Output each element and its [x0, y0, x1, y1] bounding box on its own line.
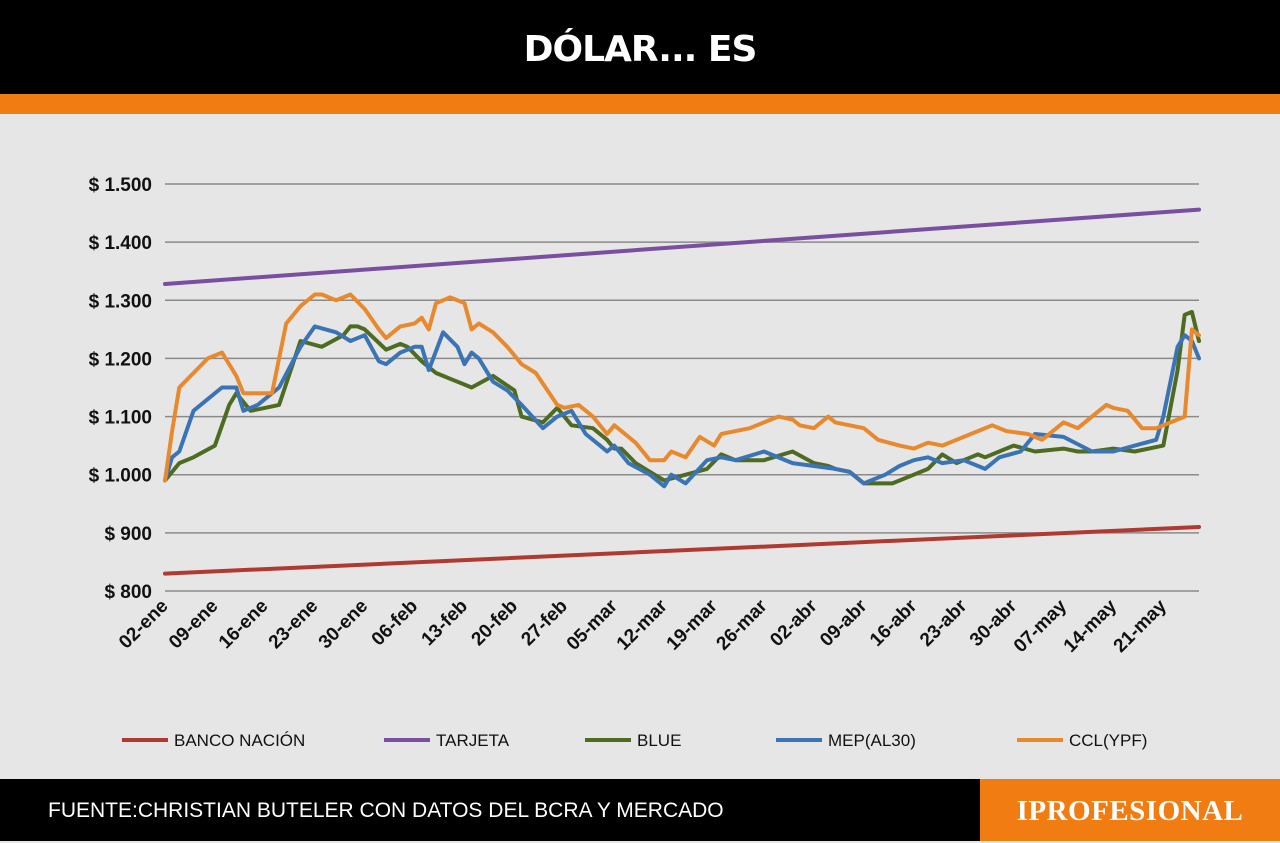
y-tick-label: $ 1.300 [89, 291, 152, 312]
y-axis-ticks: $ 800 $ 900 $ 1.000 $ 1.100 $ 1.200 $ 1.300 $ … [89, 175, 152, 603]
x-tick-label: 12-mar [613, 595, 672, 654]
brand-logo: IPROFESIONAL [1016, 795, 1244, 827]
y-tick-label: $ 900 [104, 524, 152, 545]
series-line-mep-al30 [163, 324, 1201, 489]
x-tick-label: 20-feb [468, 596, 522, 650]
series-line-banco-naci-n [163, 525, 1201, 576]
legend-label: MEP(AL30) [828, 731, 916, 750]
x-tick-label: 14-may [1060, 595, 1121, 656]
page-title: DÓLAR... ES [523, 29, 758, 70]
legend: BANCO NACIÓN TARJETA BLUE MEP(AL30) CCL(YPF) [122, 731, 1147, 750]
series-line-ccl-ypf [163, 292, 1201, 483]
y-tick-label: $ 800 [104, 582, 152, 603]
x-tick-label: 09-ene [165, 596, 222, 653]
legend-label: BANCO NACIÓN [174, 731, 305, 750]
y-tick-label: $ 1.500 [89, 175, 152, 196]
legend-label: CCL(YPF) [1069, 731, 1147, 750]
x-tick-label: 23-abr [916, 595, 972, 651]
x-tick-label: 02-abr [766, 595, 822, 651]
legend-label: BLUE [637, 731, 681, 750]
x-tick-label: 23-ene [265, 596, 322, 653]
x-tick-label: 05-mar [563, 595, 622, 654]
y-tick-label: $ 1.400 [89, 233, 152, 254]
x-tick-label: 07-may [1010, 595, 1071, 656]
x-tick-label: 02-ene [115, 596, 172, 653]
brand-box [980, 779, 1280, 841]
accent-bar [0, 94, 1280, 114]
x-tick-label: 16-ene [215, 596, 272, 653]
line-chart: $ 800 $ 900 $ 1.000 $ 1.100 $ 1.200 $ 1.300 $ … [89, 175, 1201, 750]
source-note: FUENTE:CHRISTIAN BUTELER CON DATOS DEL B… [48, 799, 724, 822]
x-tick-label: 06-feb [368, 596, 422, 650]
x-tick-label: 19-mar [663, 595, 722, 654]
x-tick-label: 21-may [1110, 595, 1171, 656]
legend-label: TARJETA [436, 731, 510, 750]
x-tick-label: 13-feb [418, 596, 472, 650]
y-tick-label: $ 1.000 [89, 466, 152, 487]
x-tick-label: 30-ene [315, 596, 372, 653]
x-axis-ticks: 02-ene09-ene16-ene23-ene30-ene06-feb13-f… [115, 595, 1171, 657]
header-bar [0, 0, 1280, 94]
y-tick-label: $ 1.100 [89, 408, 152, 429]
y-tick-label: $ 1.200 [89, 349, 152, 370]
series-lines [163, 207, 1201, 576]
x-tick-label: 26-mar [713, 595, 772, 654]
x-tick-label: 09-abr [816, 595, 872, 651]
series-line-blue [163, 309, 1201, 486]
series-line-tarjeta [163, 207, 1201, 286]
x-tick-label: 16-abr [866, 595, 922, 651]
